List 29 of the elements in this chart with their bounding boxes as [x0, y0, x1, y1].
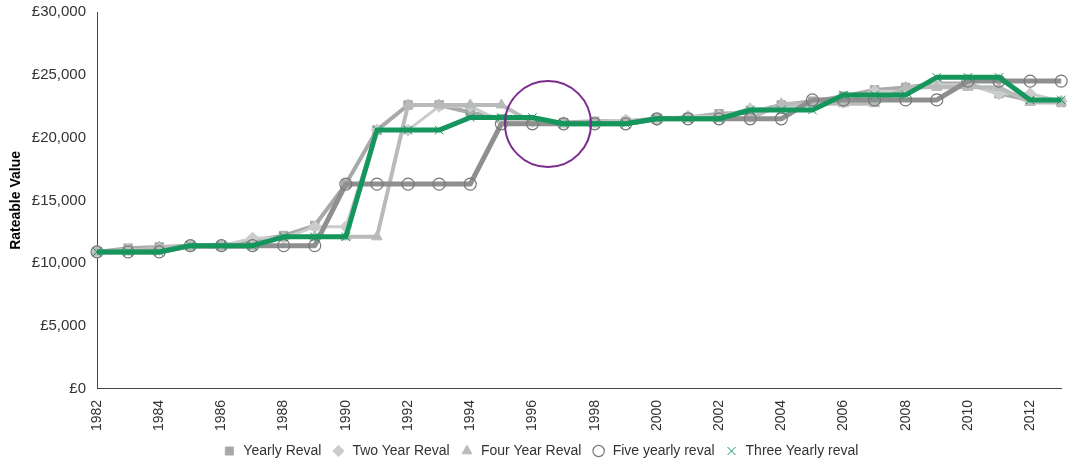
x-tick-label: 2000 [647, 399, 664, 432]
y-tick-label: £10,000 [31, 253, 87, 271]
x-tick-label: 1996 [523, 399, 540, 432]
y-tick-label: £30,000 [31, 2, 87, 20]
x-tick-label: 1984 [150, 399, 167, 432]
y-tick-label: £0 [69, 379, 87, 396]
x-tick-label: 1986 [212, 399, 229, 432]
y-axis-title: Rateable Value [7, 150, 24, 250]
x-tick-label: 1992 [398, 399, 415, 432]
y-tick-label: £5,000 [40, 316, 87, 334]
legend-label: Two Year Reval [352, 441, 450, 458]
x-tick-label: 1994 [461, 399, 478, 432]
y-tick-label: £25,000 [31, 64, 87, 82]
x-tick-label: 2002 [709, 399, 726, 432]
x-tick-label: 2004 [772, 399, 789, 432]
legend-label: Three Yearly reval [745, 441, 859, 458]
x-tick-label: 1988 [274, 399, 291, 432]
x-tick-label: 1982 [87, 399, 104, 432]
legend-label: Four Year Reval [480, 441, 582, 458]
legend-label: Five yearly reval [612, 441, 715, 458]
legend-label: Yearly Reval [243, 441, 322, 458]
x-tick-label: 2012 [1020, 399, 1037, 432]
x-tick-label: 2010 [958, 399, 975, 432]
y-tick-label: £15,000 [31, 190, 87, 208]
x-tick-label: 2008 [896, 399, 913, 432]
x-tick-label: 1998 [585, 399, 602, 432]
x-tick-label: 2006 [834, 399, 851, 432]
x-tick-label: 1990 [336, 399, 353, 432]
y-tick-label: £20,000 [31, 127, 87, 145]
